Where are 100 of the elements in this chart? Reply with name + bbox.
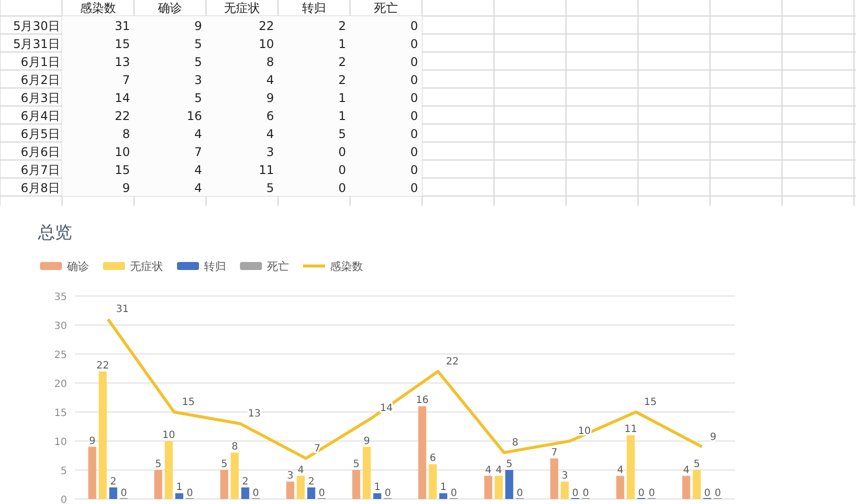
data-label: 2: [338, 55, 346, 69]
data-label: 5: [338, 127, 346, 141]
x-tick-label: 感染数: [80, 1, 116, 15]
bar: [428, 464, 437, 499]
data-label: 10: [114, 145, 130, 159]
data-label: 0: [410, 73, 418, 87]
bar: [286, 482, 294, 499]
data-label: 9: [89, 436, 96, 447]
y-tick-label: 5月30日: [13, 19, 60, 33]
bar: [616, 476, 624, 499]
data-label: 22: [446, 356, 459, 368]
data-label: 10: [162, 430, 176, 441]
y-tick-label: 6月8日: [20, 181, 60, 195]
data-label: 3: [287, 470, 294, 482]
data-label: 22: [258, 19, 274, 33]
data-label: 3: [266, 145, 274, 159]
x-tick-label: 确诊: [157, 1, 182, 15]
data-label: 8: [232, 442, 238, 453]
data-label: 0: [318, 488, 325, 499]
data-label: 5: [506, 459, 512, 470]
data-label: 4: [298, 464, 304, 476]
data-label: 8: [266, 55, 274, 69]
bar: [175, 493, 184, 499]
data-label: 0: [410, 163, 418, 177]
data-label: 4: [194, 163, 202, 177]
line-series: [106, 318, 704, 460]
bar: [439, 493, 448, 499]
data-label: 1: [440, 482, 446, 494]
data-label: 0: [410, 55, 418, 69]
bar: [241, 487, 250, 499]
data-label: 0: [410, 19, 418, 33]
bar: [373, 493, 382, 499]
chart-title: 总览: [37, 223, 72, 243]
bar: [88, 446, 96, 499]
data-label: 9: [364, 436, 370, 447]
data-label: 9: [710, 432, 716, 443]
data-label: 0: [410, 109, 418, 123]
y-tick-label: 5: [60, 466, 67, 477]
data-label: 4: [617, 464, 624, 476]
data-label: 8: [512, 438, 518, 449]
data-label: 10: [258, 37, 274, 51]
data-label: 3: [194, 73, 202, 87]
data-label: 16: [416, 395, 429, 406]
x-tick-label: 无症状: [224, 1, 260, 15]
data-label: 4: [496, 464, 502, 476]
data-label: 15: [114, 163, 130, 177]
data-label: 15: [644, 397, 657, 408]
bar: [682, 476, 690, 499]
data-label: 5: [221, 459, 228, 470]
data-label: 9: [194, 19, 202, 33]
data-label: 8: [122, 127, 130, 141]
bar: [692, 470, 701, 499]
y-tick-label: 6月2日: [20, 73, 60, 87]
y-tick-label: 25: [54, 350, 67, 361]
data-label: 15: [114, 37, 130, 51]
data-label: 5: [353, 459, 360, 470]
data-label: 2: [338, 73, 346, 87]
data-label: 4: [266, 127, 274, 141]
data-label: 7: [194, 145, 202, 159]
data-label: 0: [338, 181, 346, 195]
data-label: 9: [266, 91, 274, 105]
data-label: 5: [266, 181, 274, 195]
data-label: 3: [562, 470, 568, 482]
legend-label: 死亡: [267, 260, 289, 273]
y-tick-label: 6月1日: [20, 55, 60, 69]
y-tick-label: 6月4日: [20, 109, 60, 123]
data-label: 2: [242, 476, 248, 488]
data-label: 31: [116, 304, 129, 316]
bar: [550, 458, 558, 499]
legend-label: 转归: [204, 260, 226, 273]
data-label: 1: [338, 91, 346, 105]
data-label: 0: [450, 488, 457, 499]
data-label: 4: [266, 73, 274, 87]
legend-label: 感染数: [330, 260, 363, 273]
data-label: 5: [194, 91, 202, 105]
data-label: 0: [410, 145, 418, 159]
bar: [494, 476, 503, 499]
y-tick-label: 30: [54, 321, 67, 332]
data-label: 0: [186, 488, 193, 499]
data-label: 2: [110, 476, 116, 488]
data-label: 22: [96, 360, 110, 372]
data-label: 2: [338, 19, 346, 33]
y-tick-label: 6月5日: [20, 127, 60, 141]
bar: [296, 476, 305, 499]
bar: [109, 487, 118, 499]
y-tick-label: 10: [54, 437, 67, 448]
bar: [154, 470, 162, 499]
y-tick-label: 6月7日: [20, 163, 60, 177]
y-tick-label: 35: [54, 292, 67, 303]
bar: [307, 487, 316, 499]
data-label: 7: [122, 73, 130, 87]
data-label: 0: [410, 127, 418, 141]
data-label: 4: [683, 464, 690, 476]
y-tick-label: 20: [54, 379, 67, 390]
y-tick-label: 15: [54, 408, 67, 419]
bar: [484, 476, 492, 499]
data-label: 9: [122, 181, 130, 195]
data-label: 5: [194, 37, 202, 51]
data-label: 6: [430, 453, 436, 464]
data-label: 0: [252, 488, 259, 499]
